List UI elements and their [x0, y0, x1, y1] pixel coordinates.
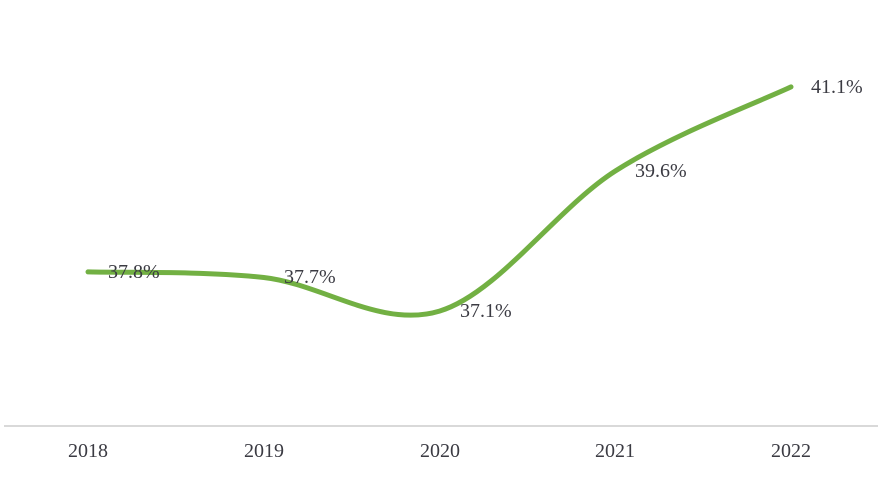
x-axis-label: 2021 — [595, 440, 635, 462]
data-label: 41.1% — [811, 76, 863, 98]
x-axis-label: 2018 — [68, 440, 108, 462]
x-axis-label: 2019 — [244, 440, 284, 462]
data-label: 37.8% — [108, 261, 160, 283]
data-label: 37.1% — [460, 300, 512, 322]
data-label: 37.7% — [284, 266, 336, 288]
x-axis-label: 2022 — [771, 440, 811, 462]
trend-line — [85, 84, 794, 318]
data-label: 39.6% — [635, 160, 687, 182]
x-axis-label: 2020 — [420, 440, 460, 462]
x-axis-line — [4, 425, 878, 427]
